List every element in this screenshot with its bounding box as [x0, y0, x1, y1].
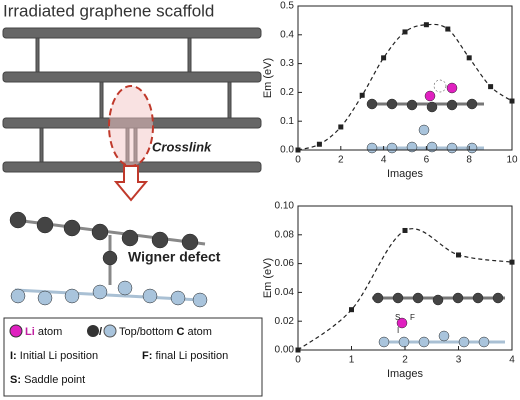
- arrow: [113, 165, 149, 202]
- y-tick-label: 0.04: [275, 287, 295, 298]
- x-tick-label: 10: [506, 155, 518, 166]
- point: [316, 141, 322, 147]
- point: [456, 252, 461, 258]
- y-tick-label: 0.06: [275, 258, 295, 269]
- x-tick-label: 3: [456, 355, 462, 366]
- curve: [297, 23, 513, 151]
- legend-text: Top/bottom: [119, 326, 173, 338]
- svg-text:Li atom: Li atom: [25, 326, 62, 338]
- legend-text: atom: [188, 326, 212, 338]
- x-tick-label: 1: [349, 355, 355, 366]
- y-tick-label: 0.00: [275, 345, 295, 356]
- point: [381, 55, 387, 61]
- x-tick-label: 2: [402, 355, 408, 366]
- y-tick-label: 0.3: [280, 58, 294, 69]
- point: [402, 227, 408, 233]
- plot-frame: [297, 5, 513, 151]
- x-tick-label: 4: [509, 355, 515, 366]
- defect-label: Wigner defect: [128, 249, 221, 265]
- point: [488, 84, 494, 90]
- inset-1: [366, 79, 484, 154]
- li-icon: [9, 324, 23, 338]
- x-axis-label: Images: [387, 368, 424, 380]
- point: [445, 26, 451, 32]
- y-tick-label: 0.2: [280, 87, 294, 98]
- molecule: [9, 211, 208, 308]
- legend-key: F:: [142, 350, 152, 362]
- x-tick-label: 0: [295, 355, 301, 366]
- point: [295, 347, 301, 353]
- x-tick-label: 0: [295, 155, 301, 166]
- y-axis-label: Em (eV): [262, 258, 274, 298]
- x-tick-label: 8: [466, 155, 472, 166]
- c-top-icon: [87, 325, 99, 337]
- curve: [297, 228, 513, 351]
- svg-text:I: Initial Li position: I: Initial Li position: [10, 350, 98, 362]
- legend-key: Li: [25, 326, 35, 338]
- y-tick-label: 0.08: [275, 229, 295, 240]
- x-tick-label: 2: [338, 155, 344, 166]
- point: [402, 29, 408, 35]
- annotation: F: [410, 313, 415, 322]
- y-tick-label: 0.0: [280, 145, 294, 156]
- legend-key: /: [99, 326, 102, 338]
- legend-text: Li atom / Top/bottom C atom I: Initial L…: [10, 326, 228, 386]
- svg-text:Top/bottom C atom: Top/bottom C atom: [119, 326, 212, 338]
- svg-text:S: Saddle point: S: Saddle point: [10, 374, 85, 386]
- y-tick-label: 0.1: [280, 116, 294, 127]
- inset-2: [372, 292, 505, 348]
- crosslink-label: Crosslink: [152, 139, 212, 154]
- legend-key: C: [176, 326, 184, 338]
- svg-text:F: final Li position: F: final Li position: [142, 350, 228, 362]
- y-tick-label: 0.02: [275, 316, 295, 327]
- legend-key: S:: [10, 374, 21, 386]
- scaffold-title: Irradiated graphene scaffold: [3, 1, 214, 20]
- crosslink-highlight: [108, 85, 154, 167]
- x-tick-label: 4: [381, 155, 387, 166]
- legend-text: Saddle point: [24, 374, 85, 386]
- x-tick-label: 6: [424, 155, 430, 166]
- y-tick-label: 0.10: [275, 201, 295, 212]
- legend-text: atom: [38, 326, 62, 338]
- point: [509, 98, 515, 104]
- point: [423, 22, 429, 28]
- y-axis-label: Em (eV): [262, 58, 274, 98]
- point: [295, 147, 301, 153]
- point: [466, 55, 472, 61]
- point: [338, 124, 344, 130]
- c-bottom-icon: [103, 324, 117, 338]
- point: [509, 259, 515, 265]
- legend-text: Initial Li position: [20, 350, 98, 362]
- y-tick-label: 0.5: [280, 1, 294, 12]
- x-axis-label: Images: [387, 168, 424, 180]
- legend-box: [3, 317, 263, 397]
- annotation: I: [397, 326, 399, 335]
- legend-key: I:: [10, 350, 17, 362]
- annotation: S: [395, 313, 400, 322]
- y-tick-label: 0.4: [280, 29, 294, 40]
- legend-text: final Li position: [155, 350, 228, 362]
- point: [359, 92, 365, 98]
- point: [349, 307, 354, 313]
